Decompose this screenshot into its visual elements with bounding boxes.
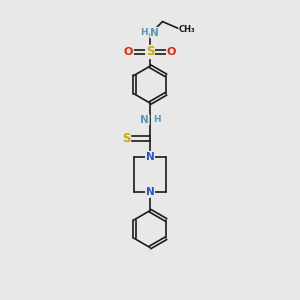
Text: N: N [140,115,149,125]
Text: S: S [122,132,130,145]
Text: N: N [150,28,159,38]
Text: N: N [146,152,154,161]
Text: H: H [140,28,147,37]
Text: O: O [124,47,133,57]
Text: O: O [167,47,176,57]
Text: N: N [146,187,154,197]
Text: CH₃: CH₃ [179,25,196,34]
Text: S: S [146,45,154,58]
Text: H: H [153,115,160,124]
